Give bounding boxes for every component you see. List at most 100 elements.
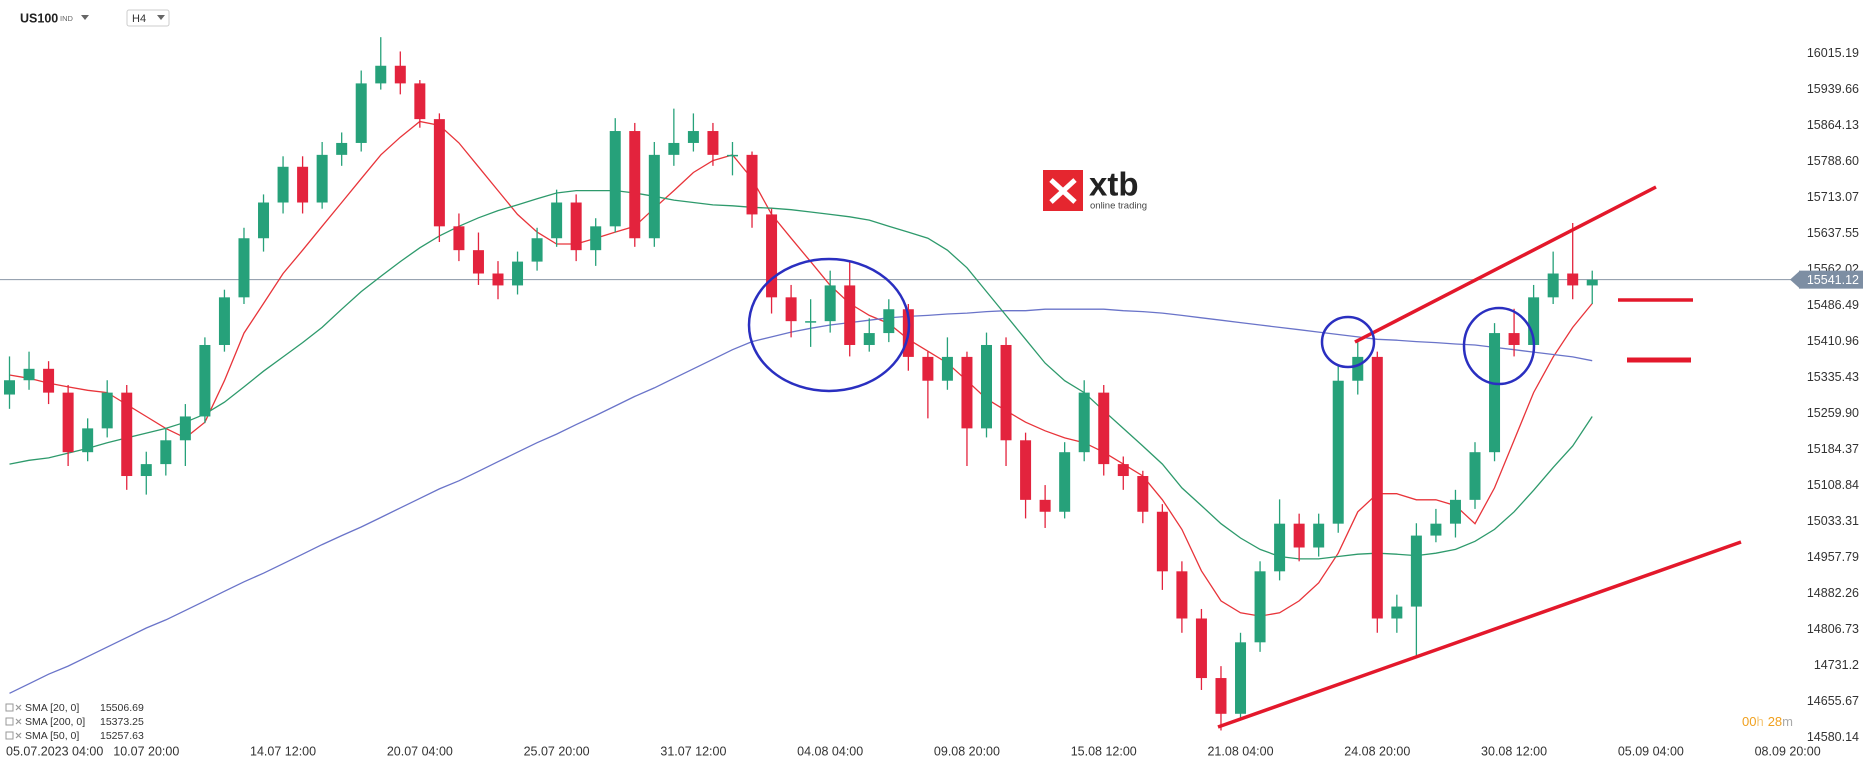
timeframe-arrow[interactable] xyxy=(157,15,165,20)
legend-value: 15373.25 xyxy=(100,716,144,728)
candle-body xyxy=(1020,440,1032,500)
candle-body xyxy=(1274,523,1286,572)
candle-body xyxy=(316,154,328,203)
candle-body xyxy=(1586,279,1598,286)
candle-body xyxy=(1215,678,1227,714)
x-tick-label: 04.08 04:00 xyxy=(797,744,863,758)
candle-body xyxy=(1293,523,1305,548)
highlight-circle xyxy=(1462,306,1536,386)
upper-trend-line xyxy=(1354,185,1657,344)
candle-body xyxy=(472,250,484,274)
y-tick-label: 15108.84 xyxy=(1807,478,1859,492)
countdown-part: h xyxy=(1756,714,1763,729)
symbol-dropdown[interactable] xyxy=(81,15,89,20)
candle-body xyxy=(23,368,35,381)
countdown: 00h 28m xyxy=(1742,714,1793,729)
y-tick-label: 15259.90 xyxy=(1807,406,1859,420)
candle-body xyxy=(570,202,582,251)
candle-body xyxy=(668,142,680,155)
candle-body xyxy=(375,65,387,84)
candle-layer xyxy=(4,37,1598,731)
candle-body xyxy=(961,356,973,429)
x-tick-label: 09.08 20:00 xyxy=(934,744,1000,758)
candle-body xyxy=(707,131,719,155)
candle-body xyxy=(1156,511,1168,572)
y-tick-label: 15410.96 xyxy=(1807,334,1859,348)
y-tick-label: 15486.49 xyxy=(1807,298,1859,312)
candle-body xyxy=(981,344,992,429)
candle-body xyxy=(726,154,738,157)
price-label-pointer xyxy=(1790,270,1800,289)
y-tick-label: 14655.67 xyxy=(1807,694,1859,708)
x-tick-label: 25.07 20:00 xyxy=(524,744,590,758)
candle-body xyxy=(1469,452,1481,500)
candle-body xyxy=(766,214,778,298)
y-tick-label: 15713.07 xyxy=(1807,190,1859,204)
candle-body xyxy=(1195,618,1207,679)
candle-body xyxy=(1000,344,1012,441)
legend-icon xyxy=(5,717,14,726)
candle-body xyxy=(863,333,875,345)
legend-remove xyxy=(15,704,22,711)
candle-body xyxy=(1137,476,1149,512)
timeframe-box[interactable] xyxy=(126,9,170,27)
y-tick-label: 14957.79 xyxy=(1807,550,1859,564)
sma-line xyxy=(9,189,1593,560)
legend-icon xyxy=(5,731,14,740)
candle-body xyxy=(121,392,133,477)
y-tick-label: 14806.73 xyxy=(1807,622,1859,636)
candle-body xyxy=(1332,380,1344,524)
candle-body xyxy=(1528,297,1540,345)
x-tick-label: 21.08 04:00 xyxy=(1207,744,1273,758)
y-tick-label: 15335.43 xyxy=(1807,370,1859,384)
candle-body xyxy=(1489,333,1501,453)
y-tick-label: 15939.66 xyxy=(1807,82,1859,96)
candle-body xyxy=(512,261,524,286)
timeframe-select[interactable]: H4 xyxy=(126,9,170,27)
y-tick-label: 14882.26 xyxy=(1807,586,1859,600)
candle-body xyxy=(1098,392,1110,465)
legend-name: SMA [50, 0] xyxy=(25,730,79,742)
candle-body xyxy=(746,154,758,215)
candle-body xyxy=(941,356,953,381)
y-tick-label: 15788.60 xyxy=(1807,154,1859,168)
candle-body xyxy=(1410,535,1422,607)
x-tick-label: 05.09 04:00 xyxy=(1618,744,1684,758)
symbol: US100 xyxy=(20,11,58,25)
exchange: IND xyxy=(60,14,74,23)
y-tick-label: 14731.2 xyxy=(1814,658,1859,672)
x-tick-label: 15.08 12:00 xyxy=(1071,744,1137,758)
candle-body xyxy=(590,226,602,251)
price-label: 15541.12 xyxy=(1807,273,1859,287)
timeframe[interactable]: H4 xyxy=(132,13,146,25)
countdown-part: m xyxy=(1782,714,1793,729)
candle-body xyxy=(179,416,191,441)
candle-body xyxy=(609,131,621,227)
candle-body xyxy=(551,202,563,239)
logo-x xyxy=(1049,178,1077,204)
x-tick-label: 31.07 12:00 xyxy=(660,744,726,758)
x-tick-label: 30.08 12:00 xyxy=(1481,744,1547,758)
countdown-part: 00 xyxy=(1742,714,1756,729)
candle-body xyxy=(1508,333,1520,345)
candle-body xyxy=(922,356,934,381)
candle-body xyxy=(238,238,250,298)
candle-body xyxy=(1567,273,1579,286)
candle-body xyxy=(1254,571,1266,643)
x-tick-label: 08.09 20:00 xyxy=(1755,744,1821,758)
candle-body xyxy=(336,142,348,155)
candle-body xyxy=(1313,523,1325,548)
candle-body xyxy=(1391,606,1403,619)
sma-line xyxy=(9,308,1593,694)
price-label-box xyxy=(1799,270,1863,289)
candle-body xyxy=(629,131,641,239)
candle-body xyxy=(1371,356,1383,619)
sma-line xyxy=(9,120,1593,617)
y-tick-label: 15864.13 xyxy=(1807,118,1859,132)
x-tick-label: 14.07 12:00 xyxy=(250,744,316,758)
candle-body xyxy=(492,273,504,286)
x-tick-label: 05.07.2023 04:00 xyxy=(6,744,103,758)
candle-body xyxy=(277,166,289,203)
candle-body xyxy=(1039,499,1051,512)
